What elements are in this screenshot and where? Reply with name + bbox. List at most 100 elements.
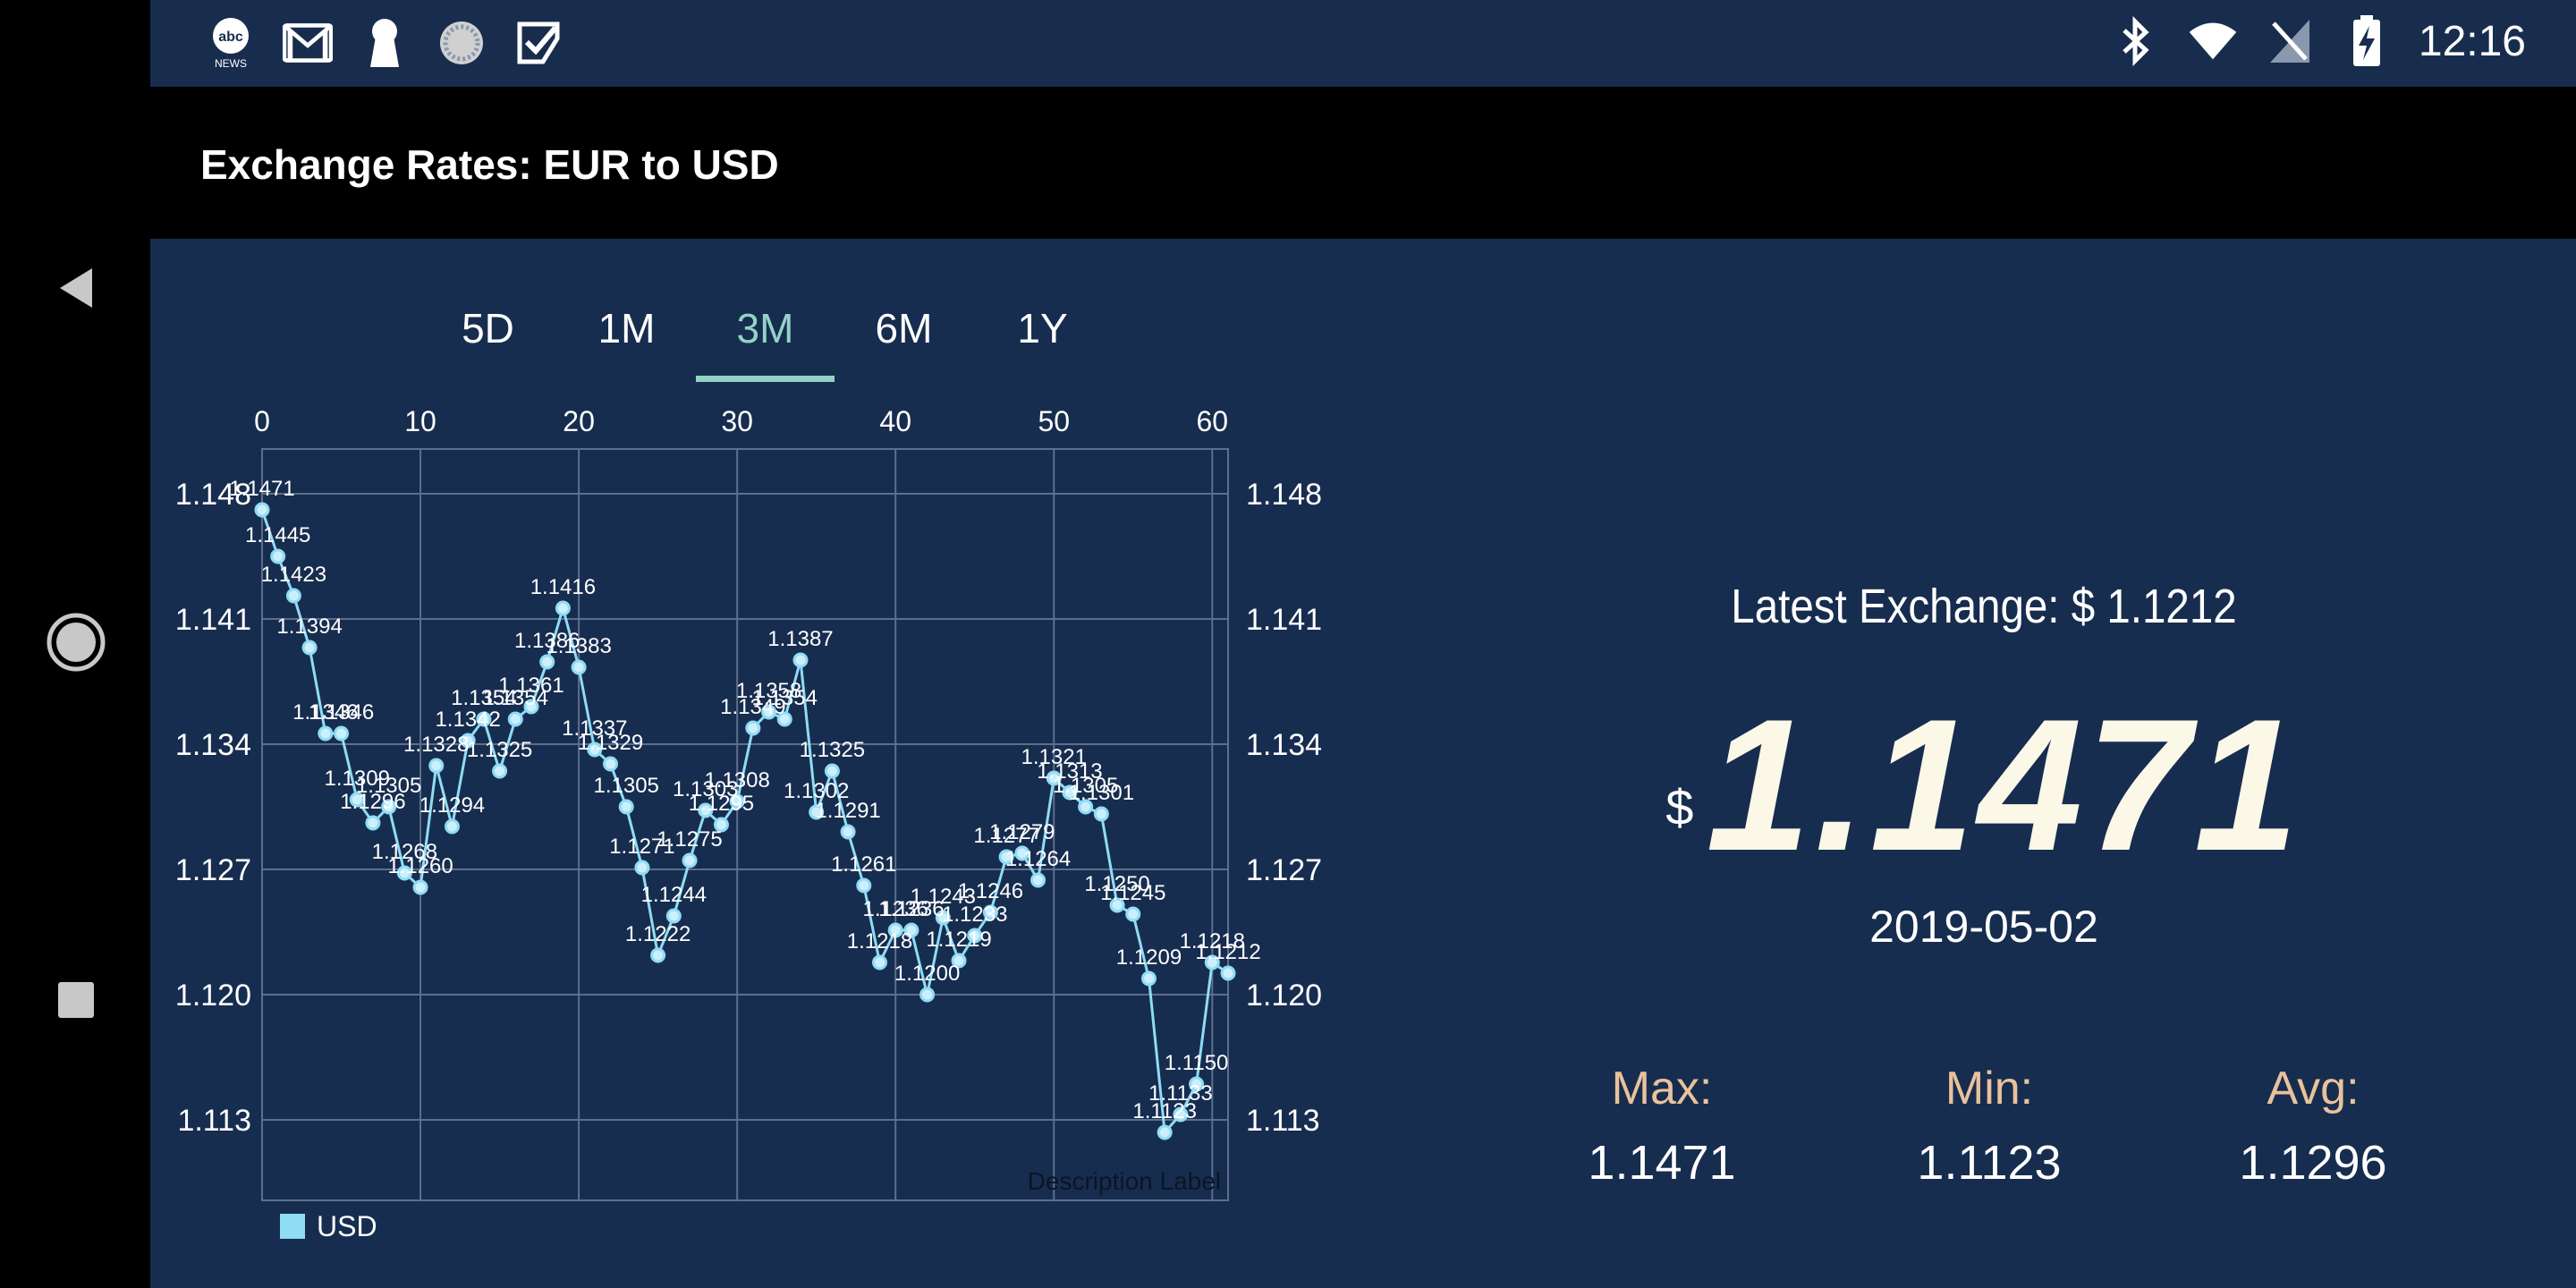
data-point — [745, 720, 761, 736]
data-label: 1.1271 — [609, 835, 674, 859]
data-point — [285, 588, 301, 604]
data-point — [871, 954, 887, 970]
data-point — [1204, 954, 1220, 970]
data-label: 1.1260 — [387, 854, 453, 878]
period-tabs: 5D 1M 3M 6M 1Y — [419, 284, 1112, 382]
app-bar: Exchange Rates: EUR to USD — [150, 87, 2576, 239]
y-tick-label-left: 1.148 — [175, 478, 251, 512]
x-tick-label: 30 — [721, 405, 753, 437]
y-tick-label-left: 1.120 — [175, 979, 251, 1013]
navigation-bar — [0, 0, 150, 1288]
data-point — [935, 910, 951, 926]
data-point — [1189, 1076, 1205, 1092]
data-point — [856, 877, 872, 894]
data-point — [412, 879, 428, 895]
data-label: 1.1325 — [800, 738, 865, 762]
data-point — [270, 548, 286, 564]
no-sim-icon — [2265, 13, 2315, 70]
data-label: 1.1209 — [1116, 945, 1182, 970]
data-point — [650, 947, 666, 963]
max-stat: Max: 1.1471 — [1528, 1062, 1796, 1191]
tab-5d[interactable]: 5D — [462, 305, 514, 352]
data-label: 1.1305 — [594, 774, 659, 798]
data-label: 1.1445 — [245, 523, 310, 547]
max-label: Max: — [1611, 1063, 1713, 1114]
data-point — [396, 865, 412, 881]
tab-6m[interactable]: 6M — [875, 305, 933, 352]
data-label: 1.1328 — [403, 733, 469, 757]
data-label: 1.1361 — [498, 674, 564, 698]
data-point — [1173, 1106, 1189, 1123]
data-point — [507, 711, 523, 727]
y-tick-label-right: 1.134 — [1246, 728, 1322, 762]
data-point — [444, 818, 460, 835]
data-label: 1.1261 — [831, 852, 896, 877]
data-point — [840, 824, 856, 840]
data-label: 1.1150 — [1165, 1051, 1229, 1075]
data-label: 1.1471 — [229, 477, 294, 501]
big-rate-display: $1.1471 — [1456, 677, 2512, 894]
avg-label: Avg: — [2267, 1063, 2360, 1114]
min-label: Min: — [1945, 1063, 2034, 1114]
data-point — [476, 711, 492, 727]
recents-icon[interactable] — [36, 960, 116, 1040]
data-point — [792, 652, 809, 668]
data-point — [365, 815, 381, 831]
data-point — [1125, 906, 1141, 922]
data-point — [809, 804, 825, 820]
data-label: 1.1305 — [356, 774, 421, 798]
exchange-rate-chart[interactable]: 0 10 20 30 40 50 60 1.113 1.113 1.120 1.120 1.127 1.… — [150, 373, 1402, 1288]
data-label: 1.1358 — [736, 679, 801, 703]
tab-1y[interactable]: 1Y — [1017, 305, 1068, 352]
data-point — [523, 699, 539, 715]
x-tick-label: 20 — [563, 405, 595, 437]
data-label: 1.1264 — [1005, 847, 1071, 871]
data-point — [1109, 897, 1125, 913]
data-label: 1.1342 — [435, 708, 500, 732]
chart-description: Description Label — [1028, 1167, 1221, 1195]
data-label: 1.1416 — [530, 575, 596, 599]
data-point — [903, 922, 919, 938]
y-tick-label-right: 1.113 — [1246, 1104, 1320, 1138]
gmail-icon — [283, 14, 333, 72]
data-point — [618, 799, 634, 815]
checkbox-icon — [513, 14, 564, 72]
min-value: 1.1123 — [1917, 1136, 2062, 1190]
data-point — [1093, 806, 1109, 822]
data-point — [761, 704, 777, 720]
data-point — [587, 741, 603, 758]
abc-news-icon: abc NEWS — [206, 14, 256, 72]
data-label: 1.1321 — [1021, 745, 1087, 769]
data-label: 1.1303 — [673, 777, 738, 801]
data-label: 1.1354 — [483, 686, 548, 710]
tab-3m[interactable]: 3M — [696, 284, 835, 382]
data-label: 1.1246 — [958, 879, 1023, 903]
tab-1m[interactable]: 1M — [597, 305, 656, 352]
rate-date: 2019-05-02 — [1869, 902, 2098, 945]
data-point — [998, 849, 1014, 865]
data-label: 1.1305 — [1053, 774, 1118, 798]
keyhole-icon — [360, 14, 410, 72]
data-label: 1.1386 — [514, 629, 580, 653]
data-point — [539, 654, 555, 670]
y-tick-label-left: 1.113 — [177, 1104, 251, 1138]
main-content: 5D 1M 3M 6M 1Y 0 10 20 30 40 50 60 1.113 1.113 1.… — [150, 239, 2576, 1288]
status-bar: abc NEWS 12:16 — [150, 0, 2576, 87]
data-point — [318, 725, 334, 741]
currency-symbol: $ — [1665, 779, 1694, 835]
abc-label: abc — [218, 30, 243, 45]
data-point — [254, 502, 270, 518]
y-tick-label-right: 1.120 — [1246, 979, 1322, 1013]
data-point — [1046, 770, 1062, 786]
data-point — [713, 817, 729, 833]
back-icon[interactable] — [36, 248, 116, 328]
data-label: 1.1294 — [419, 793, 485, 818]
data-point — [951, 953, 967, 969]
battery-charging-icon — [2342, 13, 2392, 70]
home-icon[interactable] — [36, 602, 116, 682]
data-point — [982, 904, 998, 920]
data-label: 1.1218 — [1180, 929, 1245, 953]
data-label: 1.1222 — [625, 922, 691, 946]
data-label: 1.1218 — [847, 929, 912, 953]
data-label: 1.1233 — [942, 902, 1007, 927]
